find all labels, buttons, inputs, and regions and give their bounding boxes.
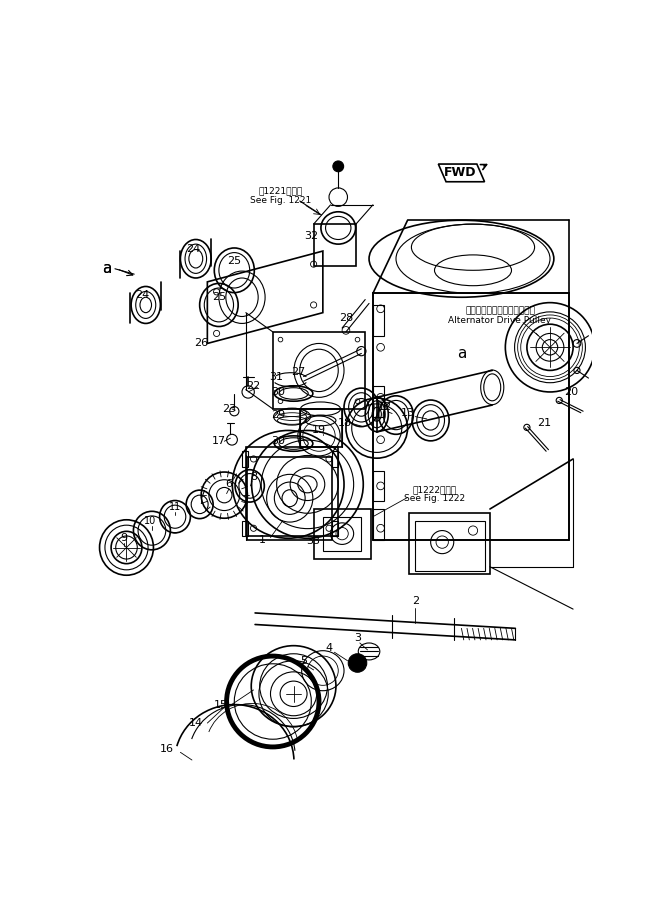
Text: 12: 12 <box>378 403 391 413</box>
Text: 10: 10 <box>143 517 156 527</box>
Text: FWD: FWD <box>444 166 476 179</box>
Text: 22: 22 <box>246 381 261 391</box>
Bar <box>332 452 338 467</box>
Text: 28: 28 <box>339 313 353 323</box>
Text: 26: 26 <box>194 338 209 348</box>
Text: a: a <box>102 262 112 276</box>
Text: 25: 25 <box>212 292 226 302</box>
Text: 15: 15 <box>214 700 228 710</box>
Bar <box>373 471 384 501</box>
Text: 27: 27 <box>291 367 306 377</box>
Text: 13: 13 <box>401 408 414 418</box>
Text: 3: 3 <box>354 634 361 643</box>
Bar <box>246 447 338 536</box>
Circle shape <box>333 161 344 172</box>
Bar <box>332 520 338 536</box>
Text: a: a <box>457 346 466 361</box>
Bar <box>373 293 569 539</box>
Text: 32: 32 <box>304 231 318 241</box>
Bar <box>373 509 384 539</box>
Bar <box>314 224 356 266</box>
Text: 17: 17 <box>212 436 226 446</box>
Text: 7: 7 <box>197 491 205 500</box>
Text: 30: 30 <box>271 436 285 446</box>
Text: 5: 5 <box>300 656 307 666</box>
Text: 23: 23 <box>222 404 236 414</box>
Text: 30: 30 <box>271 387 285 397</box>
Bar <box>373 386 384 416</box>
Text: 6: 6 <box>226 480 232 490</box>
Bar <box>242 452 248 467</box>
Text: 第1221図参照: 第1221図参照 <box>258 186 303 195</box>
Circle shape <box>348 653 367 672</box>
Bar <box>273 332 365 409</box>
Text: 24: 24 <box>186 243 201 253</box>
Text: 21: 21 <box>537 418 552 428</box>
Bar <box>323 517 362 551</box>
Bar <box>373 305 384 336</box>
Text: See Fig. 1221: See Fig. 1221 <box>250 195 311 205</box>
Text: オルタネータドライブプーリ: オルタネータドライブプーリ <box>465 306 535 315</box>
Text: 24: 24 <box>135 290 149 300</box>
Text: 25: 25 <box>227 256 242 266</box>
Bar <box>248 457 332 539</box>
Bar <box>242 520 248 536</box>
Text: 33: 33 <box>307 537 321 547</box>
Text: See Fig. 1222: See Fig. 1222 <box>404 494 465 503</box>
Text: 31: 31 <box>270 372 284 382</box>
Text: 11: 11 <box>169 502 181 512</box>
Text: 第1222図参照: 第1222図参照 <box>412 485 457 494</box>
Text: 2: 2 <box>412 596 419 606</box>
Text: 18: 18 <box>337 418 352 428</box>
Text: 1: 1 <box>259 535 266 545</box>
Text: Alternator Drive Pulley: Alternator Drive Pulley <box>448 316 552 325</box>
Text: 14: 14 <box>189 718 203 728</box>
Bar <box>415 520 484 570</box>
Bar <box>300 409 342 447</box>
Text: 20: 20 <box>564 387 578 397</box>
Text: 8: 8 <box>250 472 257 481</box>
Text: a: a <box>102 262 112 276</box>
Text: 19: 19 <box>312 425 326 435</box>
Text: 4: 4 <box>325 643 333 653</box>
Text: 16: 16 <box>160 744 174 754</box>
Text: 9: 9 <box>121 533 128 543</box>
Text: 29: 29 <box>271 410 285 420</box>
Bar <box>409 513 490 575</box>
Bar <box>314 509 372 559</box>
